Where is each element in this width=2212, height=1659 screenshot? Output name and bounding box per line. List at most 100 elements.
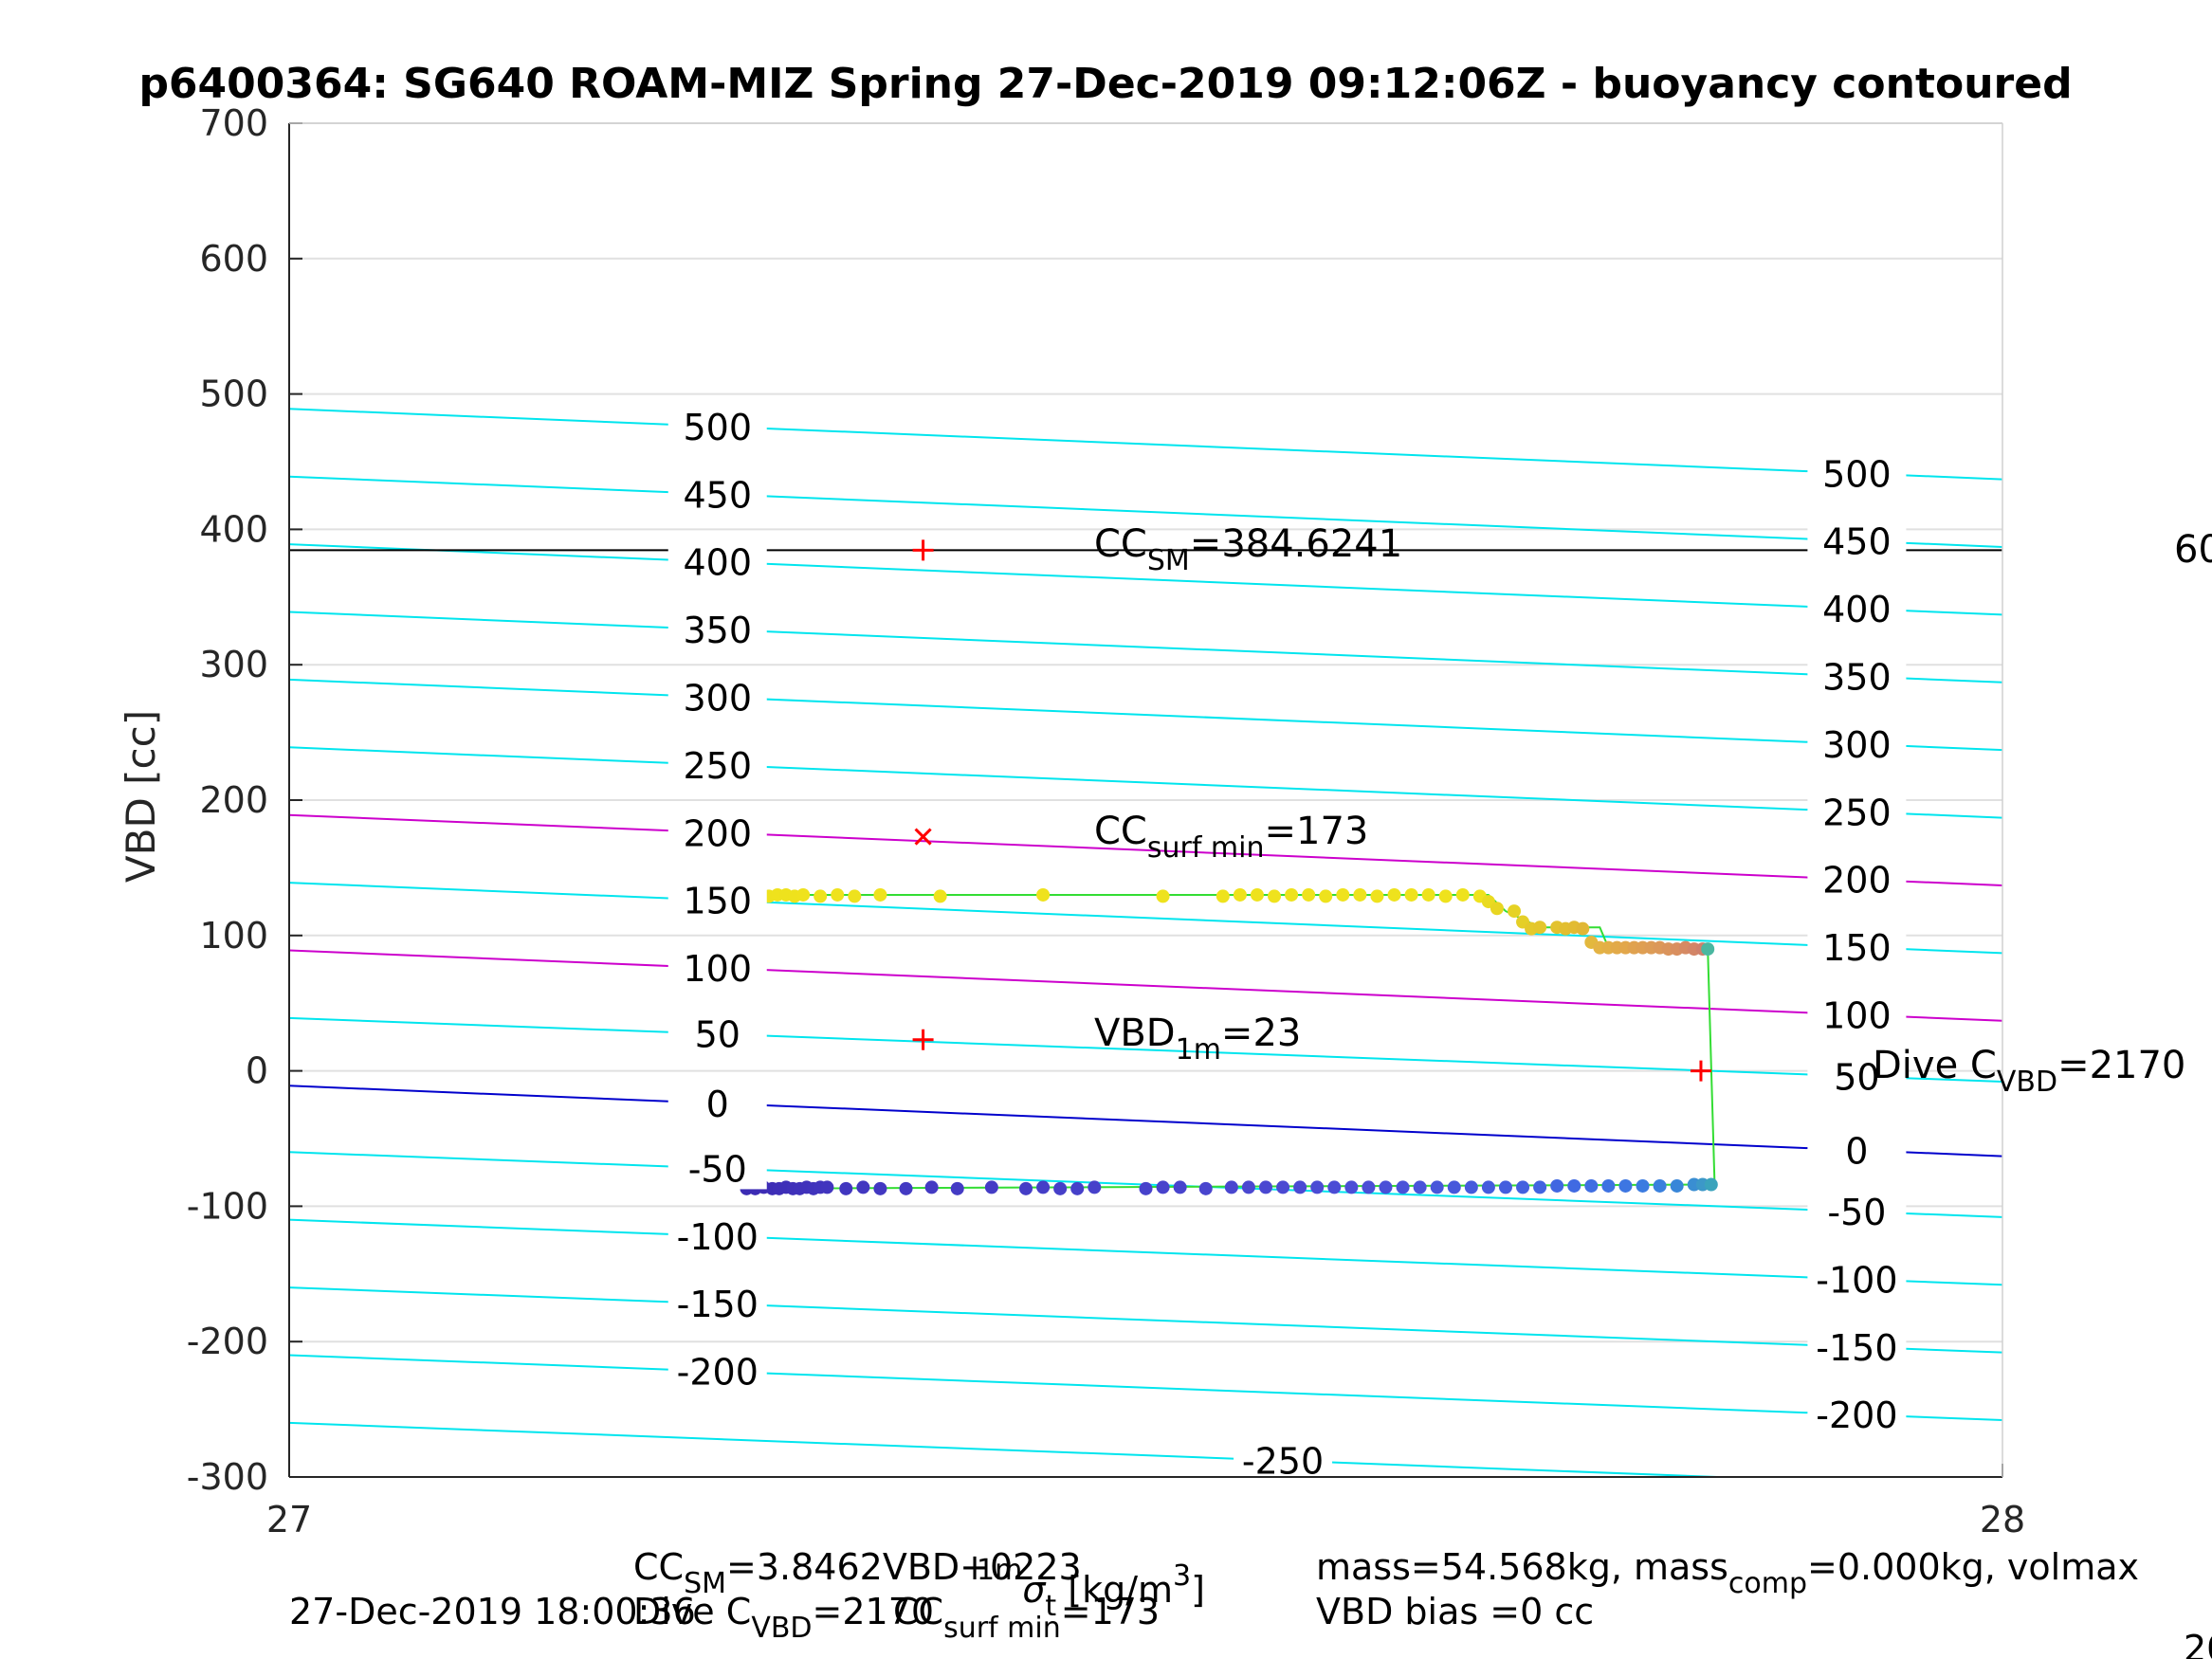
y-tick-label: -100 — [187, 1185, 268, 1227]
data-point — [1233, 887, 1247, 902]
data-point — [1636, 1178, 1650, 1193]
footer-sigma-post: [kg/m — [1056, 1569, 1173, 1611]
footer-sigma-sub: t — [1045, 1590, 1056, 1623]
annotation-cc-sm-value: =384.6241 — [1190, 522, 1402, 566]
contour-label: -150 — [677, 1284, 759, 1325]
annotation-vbd-1m: VBD1m=23 — [1094, 1012, 1301, 1066]
y-tick-label: 0 — [246, 1050, 268, 1092]
data-point — [814, 889, 828, 903]
contour-label-bg — [667, 1214, 767, 1257]
data-point — [1421, 887, 1435, 902]
data-point — [1438, 889, 1453, 903]
data-point — [796, 887, 811, 902]
data-point — [831, 887, 845, 902]
data-point — [1250, 887, 1264, 902]
contour-label: 200 — [683, 812, 752, 854]
contour-label-bg — [1807, 722, 1907, 765]
data-point — [1293, 1180, 1307, 1194]
contour-label-bg — [667, 1147, 767, 1190]
data-point — [1258, 1180, 1272, 1194]
contour-label-bg — [1807, 858, 1907, 901]
x-tick-labels: 27 28 — [266, 1499, 2025, 1540]
data-point — [1490, 902, 1504, 916]
data-point — [1319, 889, 1333, 903]
data-point — [1533, 1180, 1547, 1194]
footer-mass-pre: mass=54.568kg, mass — [1316, 1546, 1728, 1588]
contour-label: -100 — [677, 1216, 759, 1258]
y-tick-label: 100 — [199, 915, 268, 957]
footer-sigma-label: 1mσt [kg/m3] — [977, 1554, 1205, 1623]
marker-plus — [912, 539, 934, 561]
data-point — [1285, 887, 1299, 902]
contour-label-bg — [667, 405, 767, 447]
contour-label-bg — [1234, 1439, 1333, 1482]
data-point — [899, 1181, 913, 1195]
contour-line — [288, 475, 2003, 548]
footer-mass: mass=54.568kg, masscomp=0.000kg, volmax — [1316, 1546, 2139, 1600]
contour-label-bg — [667, 609, 767, 651]
data-point — [1276, 1180, 1290, 1194]
data-point — [1396, 1180, 1410, 1194]
data-point — [1430, 1180, 1444, 1194]
data-point — [848, 889, 862, 903]
footer-cc-sm-base: CC — [633, 1546, 684, 1588]
footer-mass-post: =0.000kg, volmax — [1807, 1546, 2139, 1588]
data-point — [1567, 1178, 1581, 1193]
annotation-cc-surf-min-sub: surf min — [1147, 831, 1265, 865]
contour-line — [288, 1016, 2003, 1084]
data-point — [1584, 1178, 1599, 1193]
data-point — [1173, 1180, 1187, 1194]
data-point — [933, 889, 947, 903]
annotation-cc-surf-min-value: =173 — [1265, 810, 1369, 853]
y-tick-label: 400 — [199, 508, 268, 550]
y-axis-label: VBD [cc] — [118, 710, 164, 883]
data-point — [1302, 887, 1316, 902]
annotation-right-edge: 60 — [2174, 528, 2212, 572]
contour-label: 400 — [1822, 589, 1892, 630]
footer-cc-surf-min-sub: surf min — [943, 1612, 1061, 1645]
contour-label-bg — [667, 743, 767, 786]
contour-label-bg — [1807, 1055, 1907, 1098]
contour-label-bg — [1807, 520, 1907, 562]
data-point — [1601, 1178, 1616, 1193]
contour-label-bg — [667, 1012, 767, 1055]
contour-label-bg — [667, 1283, 767, 1325]
contour-line — [288, 1421, 1717, 1478]
contour-label-bg — [667, 1350, 767, 1393]
y-tick-label: 700 — [199, 102, 268, 144]
contour-label: 0 — [1845, 1130, 1868, 1172]
chart-title: p6400364: SG640 ROAM-MIZ Spring 27-Dec-2… — [138, 60, 2072, 108]
contour-label: 0 — [706, 1084, 729, 1125]
footer-cc-sm-sub: SM — [684, 1567, 726, 1600]
data-point — [1387, 887, 1401, 902]
contour-label: 300 — [1822, 724, 1892, 766]
contour-label: 500 — [1822, 453, 1892, 495]
data-point — [1353, 887, 1367, 902]
data-point — [1413, 1180, 1427, 1194]
footer-dive-cvbd-sub: VBD — [751, 1612, 812, 1645]
data-point — [950, 1181, 964, 1195]
contour-label-bg — [667, 811, 767, 854]
footer-sigma-pre: 1m — [977, 1554, 1022, 1587]
contour-label: -100 — [1816, 1259, 1897, 1301]
footer-cc-sm-fit: CCSM=3.8462VBD+0223 — [633, 1546, 1082, 1600]
annotation-cc-sm-sub: SM — [1147, 544, 1190, 577]
contour-label: -50 — [688, 1148, 747, 1190]
contour-label-bg — [1807, 791, 1907, 833]
y-tick-labels: -300 -200 -100 0 100 200 300 400 500 600 700 — [187, 102, 268, 1498]
data-point — [1241, 1180, 1255, 1194]
footer-sigma-sup: 3 — [1173, 1559, 1191, 1593]
y-tick-label: 200 — [199, 779, 268, 821]
footer-dive-cvbd-value: =2170 — [813, 1591, 935, 1632]
annotation-dive-cvbd-value: =2170 — [2057, 1044, 2185, 1087]
annotation-vbd-1m-base: VBD — [1094, 1012, 1176, 1055]
data-point — [1576, 921, 1590, 936]
contour-label: 200 — [1822, 860, 1892, 902]
contour-label-bg — [667, 1082, 767, 1124]
data-point — [1550, 1178, 1564, 1193]
contour-line — [288, 949, 2003, 1022]
contour-label: 350 — [683, 610, 752, 651]
x-tick-label: 27 — [266, 1499, 312, 1540]
data-point — [1019, 1181, 1033, 1195]
contour-label: 500 — [683, 407, 752, 448]
